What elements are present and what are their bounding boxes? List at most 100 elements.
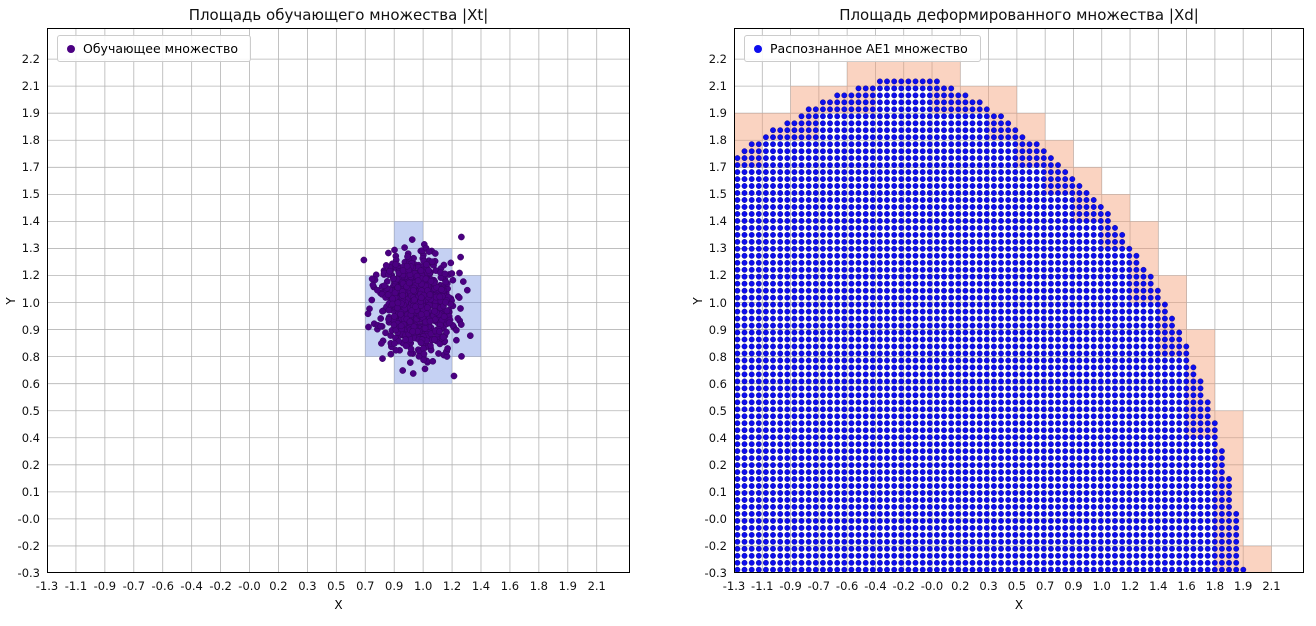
y-tick-label: 0.8 [708,349,727,364]
chart-title: Площадь обучающего множества |Xt| [188,6,489,24]
y-tick-label: 0.6 [21,376,40,391]
y-tick-label: 1.0 [708,295,727,310]
y-tick-label: 1.9 [708,106,727,121]
x-tick-label: 1.0 [413,579,433,593]
y-tick-label: 1.9 [21,106,40,121]
x-tick-label: -0.9 [779,579,802,593]
x-tick-label: 1.8 [529,579,549,593]
x-tick-label: 0.3 [979,579,998,593]
legend: Распознанное AE1 множество [744,35,981,62]
plot-border [734,28,1304,573]
y-tick-label: 1.7 [708,160,727,175]
scatter-marker-icon [67,44,75,53]
y-tick-label: 0.8 [21,349,40,364]
grid-lines [47,28,630,573]
y-tick-label: -0.2 [704,538,727,553]
y-tick-label: 0.9 [708,322,727,337]
x-tick-label: 2.1 [587,579,606,593]
x-tick-label: -0.4 [864,579,887,593]
x-axis-label: X [334,598,343,612]
y-tick-label: 0.1 [21,484,40,499]
plot-area [47,28,630,573]
y-tick-label: 1.4 [708,214,727,229]
y-tick-label: 0.4 [21,430,40,445]
scatter-points [360,233,474,380]
x-tick-label: -0.2 [892,579,915,593]
y-tick-label: 1.8 [21,133,40,148]
y-tick-label: 1.5 [708,187,727,202]
x-tick-label: 1.9 [1234,579,1253,593]
y-tick-label: 1.7 [21,160,40,175]
y-tick-label: -0.3 [17,566,40,580]
x-tick-label: -0.9 [93,579,117,593]
y-tick-label: 1.3 [21,241,40,256]
x-tick-label: 0.2 [951,579,970,593]
scatter-marker-icon [754,44,762,53]
y-tick-label: -0.3 [704,566,727,580]
x-tick-label: 1.9 [558,579,577,593]
plot-area [734,28,1304,573]
x-tick-label: -0.2 [209,579,232,593]
legend: Обучающее множество [57,35,252,62]
y-tick-label: 0.4 [708,430,727,445]
y-tick-label: 1.5 [21,187,40,202]
y-tick-label: 1.8 [708,133,727,148]
y-tick-label: -0.0 [17,511,40,526]
y-tick-label: 0.2 [21,457,40,472]
chart-title: Площадь деформированного множества |Xd| [839,6,1199,24]
x-tick-label: 0.5 [1007,579,1027,593]
plot-border [47,28,630,573]
x-axis-label: X [1014,598,1024,612]
y-tick-label: -0.0 [704,511,727,526]
x-tick-label: -1.3 [35,579,59,593]
y-tick-label: 1.2 [21,268,40,283]
x-tick-label: -0.6 [835,579,859,593]
y-tick-label: 1.4 [21,214,40,229]
dot-grid [734,78,1247,573]
x-tick-label: 0.9 [385,579,404,593]
x-tick-label: -0.0 [920,579,944,593]
y-tick-label: 2.1 [708,79,727,94]
y-tick-label: 0.5 [708,403,727,418]
x-tick-label: 1.6 [1177,579,1196,593]
y-tick-label: 0.2 [708,457,727,472]
x-tick-label: -1.1 [64,579,88,593]
x-tick-label: 1.4 [471,579,491,593]
x-tick-label: 1.4 [1149,579,1168,593]
x-tick-label: 1.2 [1120,579,1140,593]
x-tick-label: 2.1 [1262,579,1281,593]
x-tick-label: 1.8 [1205,579,1225,593]
x-tick-label: -0.4 [180,579,203,593]
x-tick-label: 0.7 [1036,579,1055,593]
x-tick-label: -0.6 [151,579,174,593]
x-tick-label: -1.1 [751,579,774,593]
x-tick-label: -0.7 [122,579,146,593]
x-tick-label: 0.5 [327,579,346,593]
y-tick-label: 0.1 [708,484,727,499]
x-tick-label: 0.3 [298,579,317,593]
x-tick-label: 1.0 [1092,579,1111,593]
y-tick-label: 0.6 [708,376,727,391]
x-tick-label: 0.9 [1064,579,1083,593]
y-tick-label: 1.2 [708,268,727,283]
x-tick-label: 1.2 [442,579,462,593]
y-tick-label: -0.2 [17,538,40,553]
y-tick-label: 2.2 [21,52,40,67]
chart-deformed-set: Площадь деформированного множества |Xd| … [658,0,1316,626]
y-tick-label: 0.5 [21,403,40,418]
x-tick-label: 1.6 [500,579,520,593]
x-tick-label: -0.0 [238,579,261,593]
x-tick-label: 0.2 [269,579,288,593]
y-tick-label: 2.2 [708,52,727,67]
x-tick-label: -1.3 [722,579,746,593]
legend-label: Распознанное AE1 множество [770,41,968,56]
y-tick-label: 2.1 [21,79,40,94]
y-tick-label: 1.3 [708,241,727,256]
y-tick-label: 1.0 [21,295,40,310]
y-tick-label: 0.9 [21,322,40,337]
legend-label: Обучающее множество [83,41,239,56]
x-tick-label: -0.7 [807,579,831,593]
chart-training-set: Площадь обучающего множества |Xt| Обучаю… [4,6,630,612]
x-tick-label: 0.7 [356,579,375,593]
